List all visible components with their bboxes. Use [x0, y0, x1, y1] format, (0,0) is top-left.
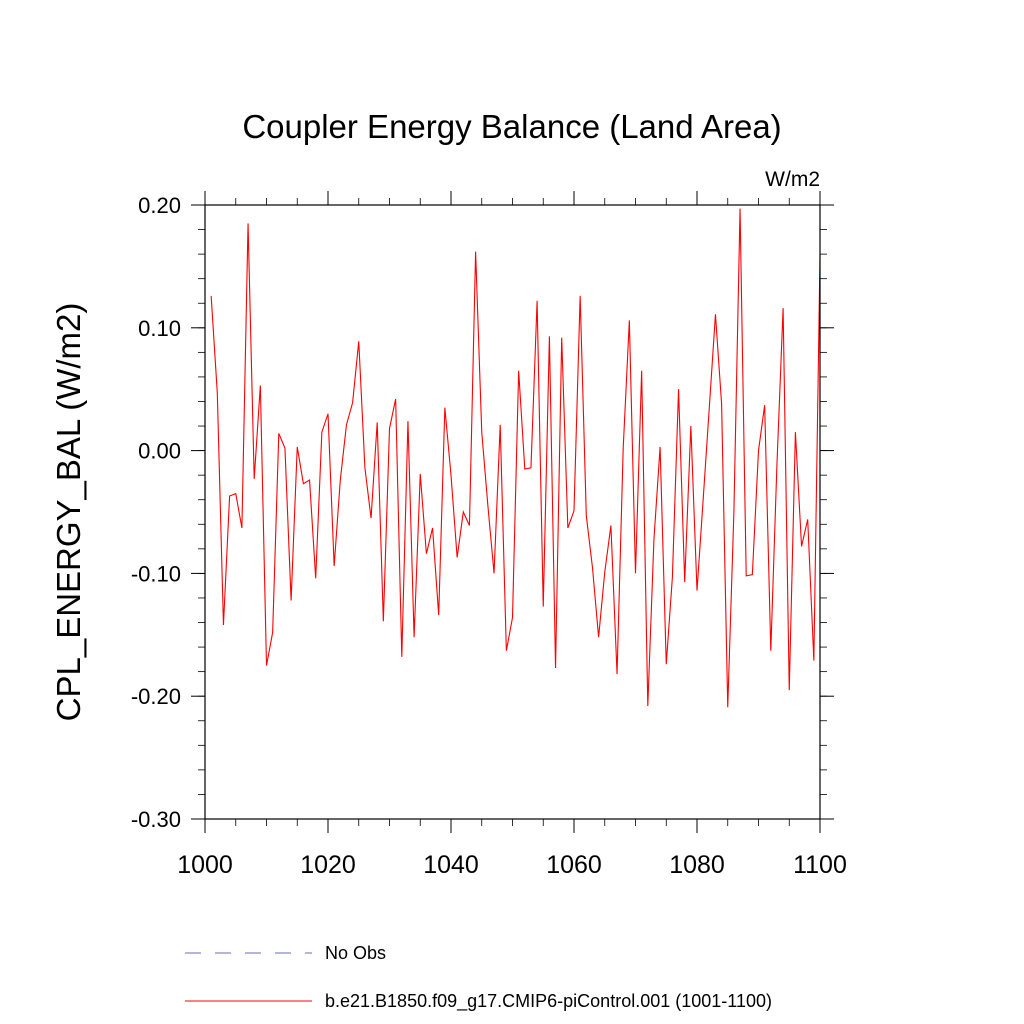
y-tick-label: 0.00: [138, 439, 181, 464]
minor-ticks: [198, 198, 827, 826]
y-tick-label: -0.10: [131, 561, 181, 586]
legend-item-no-obs: No Obs: [185, 943, 386, 963]
plot-area: 0.20 0.10 0.00 -0.10 -0.20 -0.30 1000 1020 1040 1…: [131, 191, 847, 879]
y-tick-label: -0.30: [131, 807, 181, 832]
series-line-piControl: [210, 208, 821, 708]
x-tick-label: 1080: [669, 851, 725, 879]
data-points: [211, 208, 821, 708]
major-ticks: [191, 191, 834, 833]
legend-label-no-obs: No Obs: [325, 943, 386, 963]
x-tick-label: 1100: [793, 851, 847, 879]
x-tick-label: 1020: [300, 851, 356, 879]
y-tick-label: 0.20: [138, 193, 181, 218]
legend: No Obs b.e21.B1850.f09_g17.CMIP6-piContr…: [185, 943, 772, 1012]
tick-labels: 0.20 0.10 0.00 -0.10 -0.20 -0.30 1000 1020 1040 1…: [131, 193, 847, 879]
x-tick-label: 1000: [177, 851, 233, 879]
x-tick-label: 1040: [423, 851, 479, 879]
legend-item-picontrol: b.e21.B1850.f09_g17.CMIP6-piControl.001 …: [185, 991, 772, 1012]
units-label: W/m2: [765, 168, 820, 191]
legend-label-picontrol: b.e21.B1850.f09_g17.CMIP6-piControl.001 …: [325, 991, 772, 1012]
chart-title: Coupler Energy Balance (Land Area): [242, 108, 781, 145]
x-tick-label: 1060: [546, 851, 602, 879]
y-tick-label: 0.10: [138, 316, 181, 341]
plot-frame: [204, 204, 821, 820]
y-axis-label: CPL_ENERGY_BAL (W/m2): [50, 303, 87, 722]
y-tick-label: -0.20: [131, 684, 181, 709]
